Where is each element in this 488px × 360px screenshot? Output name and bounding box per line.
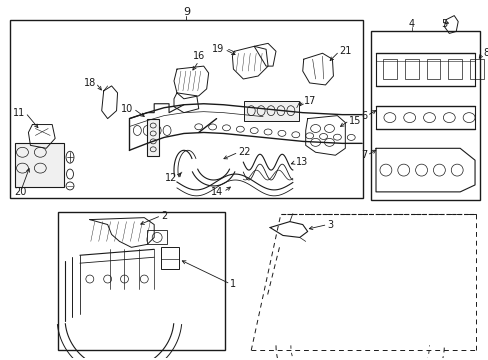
Text: 9: 9 (183, 6, 189, 17)
Bar (382, 59, 396, 79)
Bar (161, 247, 179, 269)
Bar (58, 212, 225, 350)
Bar (469, 59, 483, 79)
Bar (15, 143, 64, 187)
Bar (426, 59, 440, 79)
Text: 16: 16 (192, 51, 204, 61)
Bar (370, 31, 479, 200)
Text: 22: 22 (238, 147, 250, 157)
Text: 12: 12 (164, 173, 177, 183)
Bar (404, 59, 418, 79)
Text: 4: 4 (408, 18, 414, 28)
Text: 5: 5 (440, 18, 447, 28)
Bar (244, 101, 298, 121)
Text: 1: 1 (230, 279, 236, 289)
Bar (147, 118, 159, 156)
Text: 2: 2 (161, 211, 167, 221)
Text: 10: 10 (121, 104, 133, 114)
Text: 20: 20 (14, 187, 27, 197)
Text: 11: 11 (13, 108, 25, 118)
Bar (447, 59, 461, 79)
Text: 21: 21 (339, 46, 351, 56)
Text: 7: 7 (360, 150, 366, 160)
Text: 6: 6 (360, 111, 366, 121)
Text: 17: 17 (303, 96, 315, 106)
Bar (147, 230, 167, 244)
Bar (10, 19, 363, 198)
Text: 8: 8 (482, 48, 488, 58)
Text: 14: 14 (211, 187, 223, 197)
Text: 19: 19 (212, 44, 224, 54)
Text: 3: 3 (327, 220, 333, 230)
Text: 13: 13 (295, 157, 307, 167)
Text: 15: 15 (348, 116, 361, 126)
Text: 18: 18 (83, 78, 96, 88)
